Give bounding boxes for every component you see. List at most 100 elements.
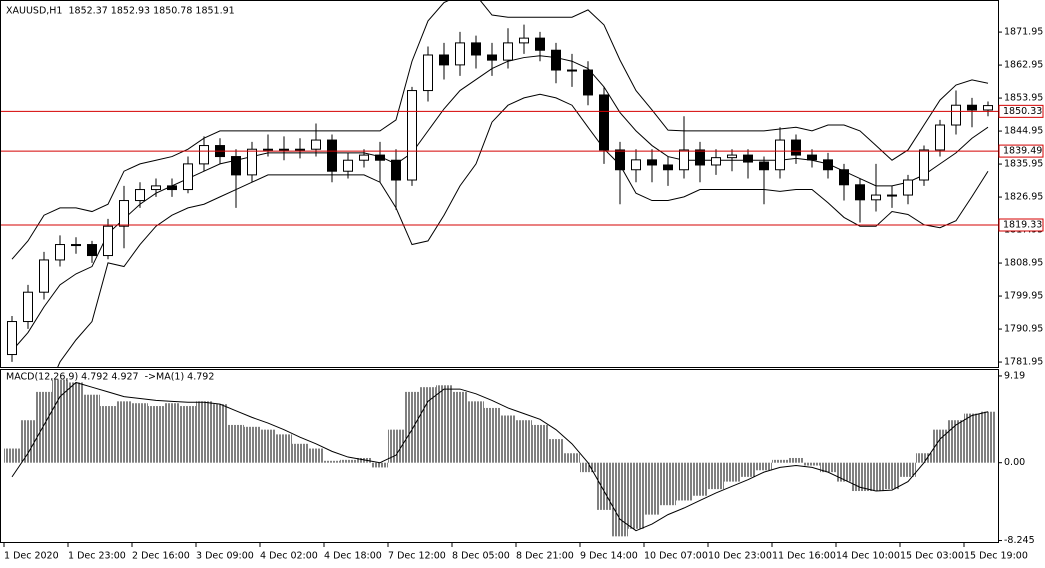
macd-bar [404,391,420,463]
candle-body [647,159,657,166]
candle-body [7,321,17,356]
y-tick-label: 9.19 [1004,370,1025,381]
macd-bar [900,462,916,477]
candle-body [119,200,129,227]
signal-line [11,381,989,532]
candle-body [759,161,769,171]
chart-title: XAUUSD,H1 1852.37 1852.93 1850.78 1851.9… [6,6,235,17]
price-plot [1,1,998,367]
candle-body [855,184,865,201]
candle-body [55,244,65,261]
macd-bar [276,434,292,463]
candle-body [743,154,753,163]
x-tick-label: 11 Dec 16:00 [772,551,836,562]
candle-body [343,159,353,172]
macd-bar [804,462,820,466]
bollinger-band [11,1,989,260]
macd-panel [0,369,999,543]
macd-bar [244,426,260,463]
macd-bar [212,404,228,463]
bollinger-band [57,93,989,367]
bollinger-band [11,55,989,352]
macd-bar [772,459,788,463]
candle-body [839,169,849,186]
level-label-box [998,144,1044,158]
candle-body [615,149,625,171]
candle-body [151,185,161,191]
candle-body [871,194,881,201]
candle-body [183,163,193,191]
candle-body [823,159,833,171]
candle-body [967,104,977,111]
y-tick-label: 1790.95 [1004,324,1043,335]
candle-body [295,148,305,151]
candle-body [887,194,897,197]
macd-bar [324,460,340,463]
macd-bar [452,391,468,463]
candle-body [663,164,673,171]
candle-body [487,54,497,61]
x-tick-label: 8 Dec 05:00 [452,551,510,562]
macd-bar [52,379,68,463]
macd-bar [756,462,772,471]
y-tick-label: 1835.95 [1004,159,1043,170]
macd-bar [116,401,132,463]
macd-bar [436,385,452,463]
candle-body [167,185,177,191]
candle-body [359,154,369,161]
macd-title: MACD(12,26,9) 4.792 4.927 ->MA(1) 4.792 [6,372,214,383]
candle-body [407,90,417,181]
macd-bar [788,457,804,463]
candle-body [87,244,97,257]
y-tick-label: 1871.95 [1004,27,1043,38]
macd-bar [948,420,964,463]
candle-body [263,148,273,151]
macd-bar [372,462,388,468]
macd-bar [964,413,980,463]
candle-body [455,42,465,66]
candle-body [23,291,33,323]
macd-bar [660,462,676,506]
macd-bar [708,462,724,490]
candle-body [983,105,993,111]
candle-body [71,244,81,247]
level-label: 1839.49 [1003,146,1042,157]
candle-body [39,259,49,293]
x-tick-label: 15 Dec 03:00 [900,551,964,562]
candle-body [935,124,945,151]
candle-body [919,149,929,181]
macd-bar [196,401,212,463]
macd-bar [548,439,564,463]
candle-body [535,37,545,51]
candle-body [103,225,113,257]
macd-bar [932,429,948,463]
x-tick-label: 4 Dec 18:00 [324,551,382,562]
macd-bar [484,407,500,463]
x-tick-label: 1 Dec 23:00 [68,551,126,562]
candle-body [503,42,513,61]
candle-body [727,154,737,159]
macd-bar [612,462,628,537]
candle-body [583,69,593,96]
macd-bar [100,406,116,463]
macd-plot [4,379,996,537]
macd-bar [20,420,36,463]
candle-body [711,157,721,166]
candle-body [439,54,449,66]
macd-bar [836,462,852,482]
x-tick-label: 2 Dec 16:00 [132,551,190,562]
candle-body [551,49,561,71]
macd-bar [260,429,276,463]
level-label-box [998,104,1044,118]
macd-bar [4,448,20,463]
candle-body [231,156,241,176]
macd-bar [228,424,244,463]
macd-bar [740,462,756,477]
macd-bar [164,403,180,463]
candle-body [391,159,401,181]
macd-bar [884,462,900,490]
y-tick-label: 1826.95 [1004,192,1043,203]
candle-body [247,148,257,176]
macd-bar [564,453,580,463]
